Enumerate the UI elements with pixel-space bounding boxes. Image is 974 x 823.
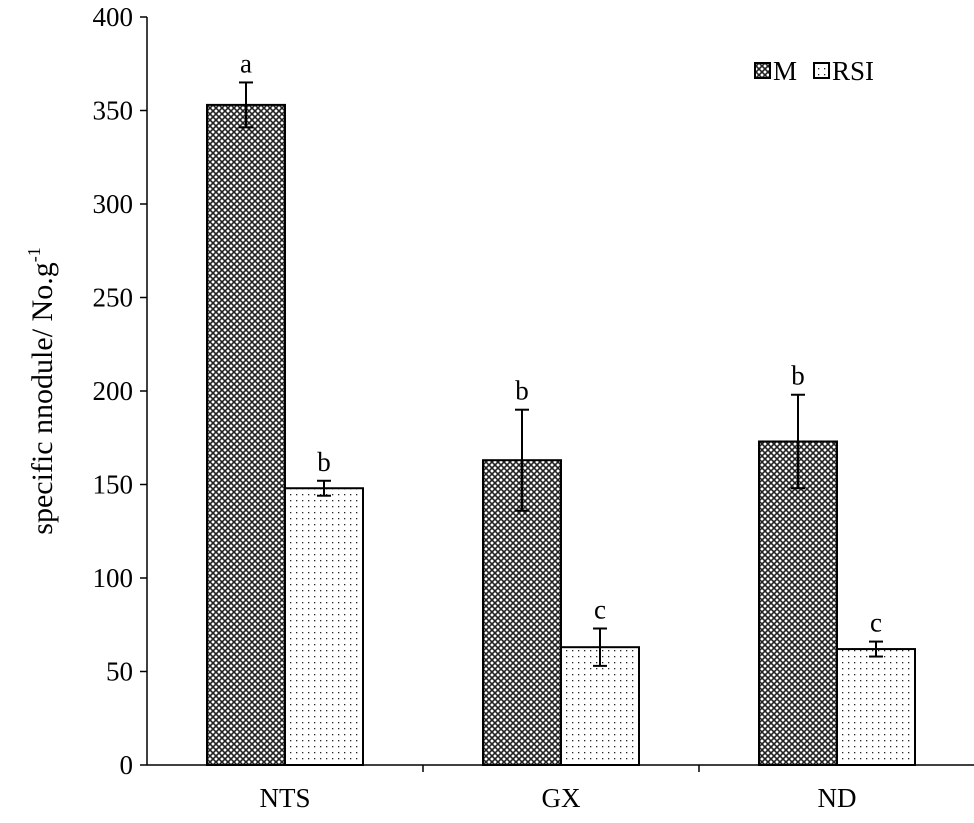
y-tick-label: 250 bbox=[93, 283, 134, 313]
bar-rsi bbox=[284, 487, 364, 766]
y-tick-label: 200 bbox=[93, 376, 134, 406]
significance-label: c bbox=[870, 608, 882, 638]
significance-label: b bbox=[515, 376, 529, 406]
significance-label: c bbox=[594, 594, 606, 624]
y-tick-label: 0 bbox=[120, 750, 134, 780]
legend-label-rsi: RSI bbox=[832, 56, 874, 86]
y-tick-label: 400 bbox=[93, 2, 134, 32]
y-tick-label: 50 bbox=[106, 657, 133, 687]
bar-rsi bbox=[836, 648, 916, 766]
x-tick-label: GX bbox=[542, 783, 581, 813]
y-tick-label: 100 bbox=[93, 563, 134, 593]
x-tick-label: ND bbox=[818, 783, 857, 813]
bar-m bbox=[758, 440, 838, 766]
y-tick-label: 300 bbox=[93, 189, 134, 219]
legend-swatch-m bbox=[754, 62, 771, 79]
y-tick-label: 150 bbox=[93, 470, 134, 500]
bar-m bbox=[206, 103, 286, 766]
x-tick-label: NTS bbox=[259, 783, 310, 813]
significance-label: b bbox=[317, 447, 331, 477]
y-axis-label: specific nnodule/ No.g-1 bbox=[24, 247, 59, 534]
legend-swatch-rsi bbox=[813, 62, 831, 79]
significance-label: b bbox=[791, 361, 805, 391]
legend-label-m: M bbox=[773, 56, 797, 86]
significance-label: a bbox=[240, 48, 252, 78]
y-tick-label: 350 bbox=[93, 96, 134, 126]
